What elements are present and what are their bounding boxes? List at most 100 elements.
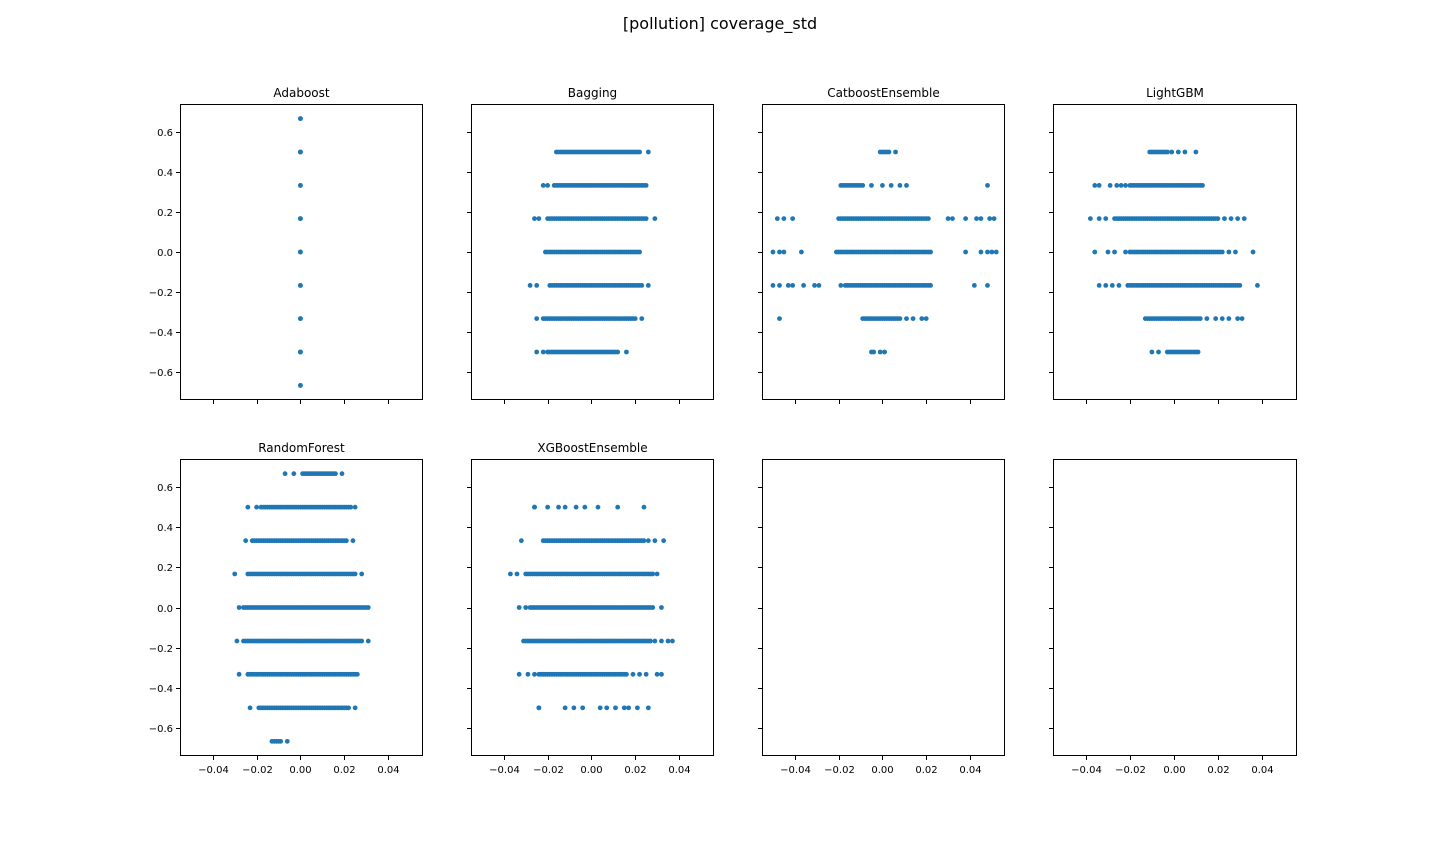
data-point [1164, 149, 1170, 155]
y-tick-label: 0.4 [157, 168, 173, 179]
data-point [352, 504, 358, 510]
y-tick-label: 0.0 [157, 604, 173, 615]
data-points [232, 471, 371, 744]
data-point [923, 316, 929, 321]
y-tick-label: −0.4 [149, 684, 173, 695]
data-point [777, 283, 782, 288]
x-tick-label: −0.02 [824, 765, 855, 776]
data-point [910, 316, 916, 321]
data-point [637, 671, 642, 677]
data-point [659, 605, 664, 610]
data-point [514, 571, 520, 577]
data-point [985, 249, 990, 255]
data-point [350, 538, 356, 544]
panel-title: RandomForest [258, 441, 345, 455]
data-point [580, 705, 586, 711]
data-point [781, 216, 787, 222]
data-point [508, 571, 513, 577]
data-point [801, 283, 806, 288]
data-point [1092, 249, 1098, 255]
data-point [641, 504, 647, 510]
x-tick-label: 0.04 [377, 765, 399, 776]
data-point [634, 705, 640, 711]
data-point [670, 638, 675, 644]
data-point [597, 705, 603, 711]
data-point [637, 249, 642, 255]
data-point [1156, 349, 1161, 355]
data-point [518, 538, 524, 544]
x-tick-label: 0.00 [289, 765, 311, 776]
data-point [298, 249, 303, 255]
data-point [880, 183, 885, 188]
x-tick-label: 0.04 [959, 765, 981, 776]
data-point [989, 249, 995, 255]
x-tick-label: 0.02 [624, 765, 646, 776]
y-tick-label: 0.6 [157, 483, 173, 494]
data-point [1215, 216, 1221, 222]
data-point [245, 504, 251, 510]
panel-randomforest: RandomForest −0.04 −0.02 0.00 0.02 0.04 −0.6 −0… [149, 441, 423, 776]
figure-suptitle: [pollution] coverage_std [623, 14, 817, 34]
data-point [534, 349, 540, 355]
data-point [643, 671, 649, 677]
data-point [790, 283, 796, 288]
data-point [882, 349, 887, 355]
data-point [1109, 283, 1115, 288]
data-point [1096, 283, 1102, 288]
panel-xgboostensemble: XGBoostEnsemble −0.04 −0.02 0.00 0.02 0.04 [467, 441, 714, 776]
axes-frame [180, 104, 423, 400]
data-point [1118, 183, 1124, 188]
data-point [928, 283, 933, 288]
data-point [562, 705, 568, 711]
data-point [536, 216, 542, 222]
data-point [971, 283, 977, 288]
panel-title: LightGBM [1146, 86, 1204, 100]
data-point [1197, 316, 1203, 321]
data-point [869, 183, 874, 188]
data-point [654, 571, 660, 577]
data-point [816, 283, 822, 288]
data-point [645, 538, 651, 544]
data-point [974, 216, 979, 222]
data-point [1169, 149, 1175, 155]
data-point [781, 249, 787, 255]
data-point [516, 671, 522, 677]
panel-lightgbm: LightGBM [1049, 86, 1297, 404]
data-point [352, 571, 358, 577]
x-tick-label: 0.00 [580, 765, 602, 776]
data-point [1200, 183, 1205, 188]
data-point [897, 316, 903, 321]
data-point [284, 738, 290, 744]
data-point [1239, 316, 1245, 321]
x-tick-label: 0.04 [1251, 765, 1273, 776]
data-point [243, 538, 249, 544]
data-point [298, 349, 303, 355]
data-point [527, 283, 533, 288]
data-point [650, 571, 656, 577]
data-point [1116, 283, 1122, 288]
x-tick-label: 0.00 [871, 765, 893, 776]
data-point [352, 705, 358, 711]
data-point [652, 638, 658, 644]
data-point [1123, 249, 1128, 255]
data-point [888, 183, 894, 188]
data-point [236, 605, 242, 610]
data-point [365, 605, 371, 610]
data-point [652, 538, 658, 544]
data-point [919, 316, 925, 321]
data-point [562, 504, 568, 510]
data-points [508, 504, 675, 711]
data-point [1182, 149, 1188, 155]
data-point [950, 216, 955, 222]
data-point [626, 705, 632, 711]
data-point [556, 504, 561, 510]
y-tick-label: 0.6 [157, 128, 173, 139]
data-point [643, 216, 649, 222]
data-point [359, 571, 365, 577]
data-point [799, 249, 804, 255]
panel-title: CatboostEnsemble [827, 86, 940, 100]
data-point [1175, 149, 1181, 155]
data-point [613, 705, 618, 711]
data-point [540, 349, 546, 355]
